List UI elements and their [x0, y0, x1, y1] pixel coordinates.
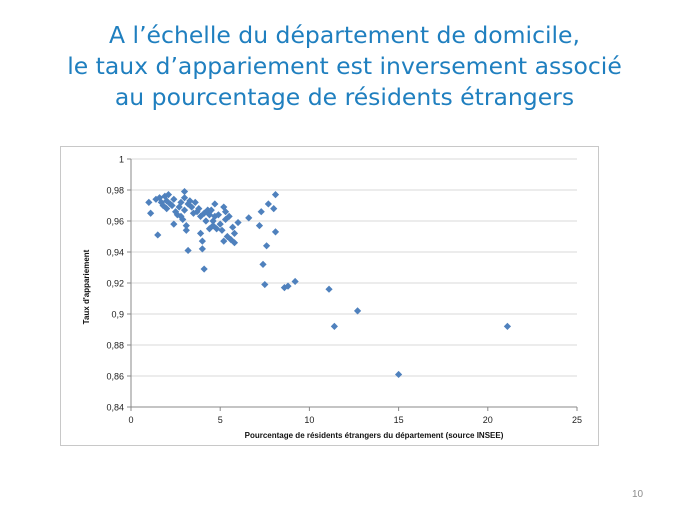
data-point — [164, 191, 173, 199]
data-point — [196, 229, 205, 237]
data-point — [255, 222, 264, 230]
data-point — [257, 208, 265, 216]
data-point — [395, 370, 403, 379]
y-tick-label: 0,88 — [106, 341, 124, 351]
y-tick-label: 0,96 — [106, 217, 124, 227]
data-point — [184, 246, 192, 255]
data-point — [207, 206, 215, 214]
data-point — [225, 212, 233, 220]
data-point — [170, 220, 178, 228]
data-point — [271, 191, 280, 199]
data-point — [198, 237, 206, 245]
data-point — [209, 217, 217, 225]
data-point — [230, 229, 239, 237]
data-point — [180, 187, 189, 196]
data-point — [175, 203, 183, 211]
data-point — [200, 209, 208, 217]
slide-title-line-3: au pourcentage de résidents étrangers — [114, 83, 575, 111]
data-point — [170, 195, 178, 203]
data-point — [220, 237, 228, 245]
y-tick-label: 0,94 — [106, 248, 124, 258]
data-point — [353, 307, 362, 315]
data-point — [245, 214, 253, 222]
data-point — [230, 239, 239, 247]
data-point — [234, 218, 242, 227]
data-point — [218, 226, 226, 234]
data-point — [163, 205, 171, 213]
y-tick-label: 0,98 — [106, 186, 124, 196]
data-point — [259, 260, 267, 268]
data-point — [221, 208, 230, 216]
chart-frame: 0,84 0,86 0,88 0,9 0,92 0,94 0,96 0,98 1 0 5 10 15 20… — [60, 146, 599, 446]
data-point — [180, 206, 189, 214]
data-point — [198, 245, 206, 253]
y-tick-label: 0,92 — [106, 279, 124, 289]
data-point — [261, 280, 269, 289]
data-point — [202, 217, 210, 225]
x-tick-label: 10 — [304, 415, 314, 425]
data-point — [291, 277, 299, 286]
slide-title: A l’échelle du département de domicile, … — [0, 20, 689, 113]
data-point — [145, 198, 153, 206]
x-tick-label: 5 — [218, 415, 223, 425]
x-tick-label: 0 — [128, 415, 133, 425]
data-point — [270, 205, 278, 213]
data-point — [188, 203, 196, 211]
data-point — [271, 228, 280, 236]
data-point — [179, 215, 187, 224]
x-tick-label: 15 — [394, 415, 404, 425]
data-point — [154, 231, 162, 239]
y-tick-label: 0,86 — [106, 372, 124, 382]
data-point — [214, 211, 223, 219]
data-point — [177, 198, 185, 206]
data-point — [264, 200, 272, 208]
data-point — [195, 205, 203, 213]
data-point — [325, 285, 333, 293]
x-axis-title: Pourcentage de résidents étrangers du dé… — [245, 431, 504, 440]
slide-title-line-1: A l’échelle du département de domicile, — [109, 21, 580, 49]
data-point — [168, 201, 176, 210]
data-point — [200, 265, 208, 273]
page-number: 10 — [632, 489, 644, 500]
data-point — [182, 222, 190, 230]
slide-title-line-2: le taux d’appariement est inversement as… — [67, 52, 622, 80]
data-point — [211, 200, 219, 208]
data-point — [262, 242, 271, 250]
y-tick-label: 1 — [119, 155, 124, 165]
data-point — [182, 226, 190, 234]
data-point — [191, 198, 199, 206]
data-point — [503, 322, 512, 330]
y-tick-label: 0,9 — [111, 310, 124, 320]
x-tick-label: 25 — [572, 415, 582, 425]
y-tick-label: 0,84 — [106, 403, 124, 413]
data-point — [223, 232, 231, 241]
data-point — [186, 197, 194, 205]
data-point — [157, 198, 165, 206]
data-point — [147, 209, 155, 217]
data-point — [213, 225, 221, 233]
x-tick-label: 20 — [483, 415, 493, 425]
data-point — [229, 223, 237, 231]
data-point — [159, 201, 167, 210]
data-point — [180, 194, 189, 202]
y-axis-title: Taux d'appariement — [82, 249, 91, 324]
data-point — [216, 220, 224, 228]
data-point — [330, 322, 338, 330]
